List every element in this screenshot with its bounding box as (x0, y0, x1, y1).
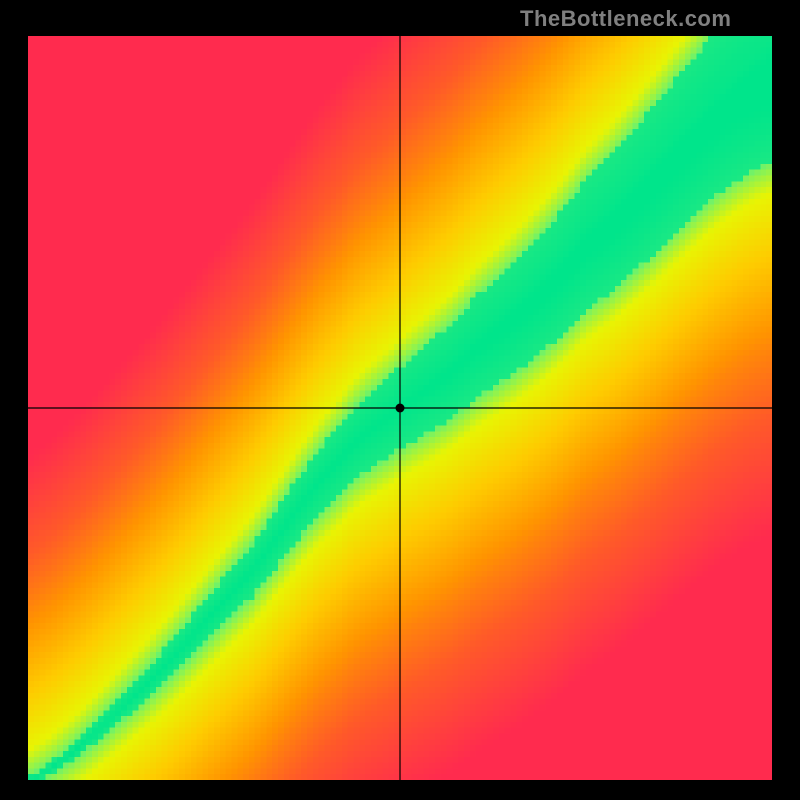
bottleneck-heatmap (28, 36, 772, 780)
watermark-text: TheBottleneck.com (520, 6, 731, 32)
